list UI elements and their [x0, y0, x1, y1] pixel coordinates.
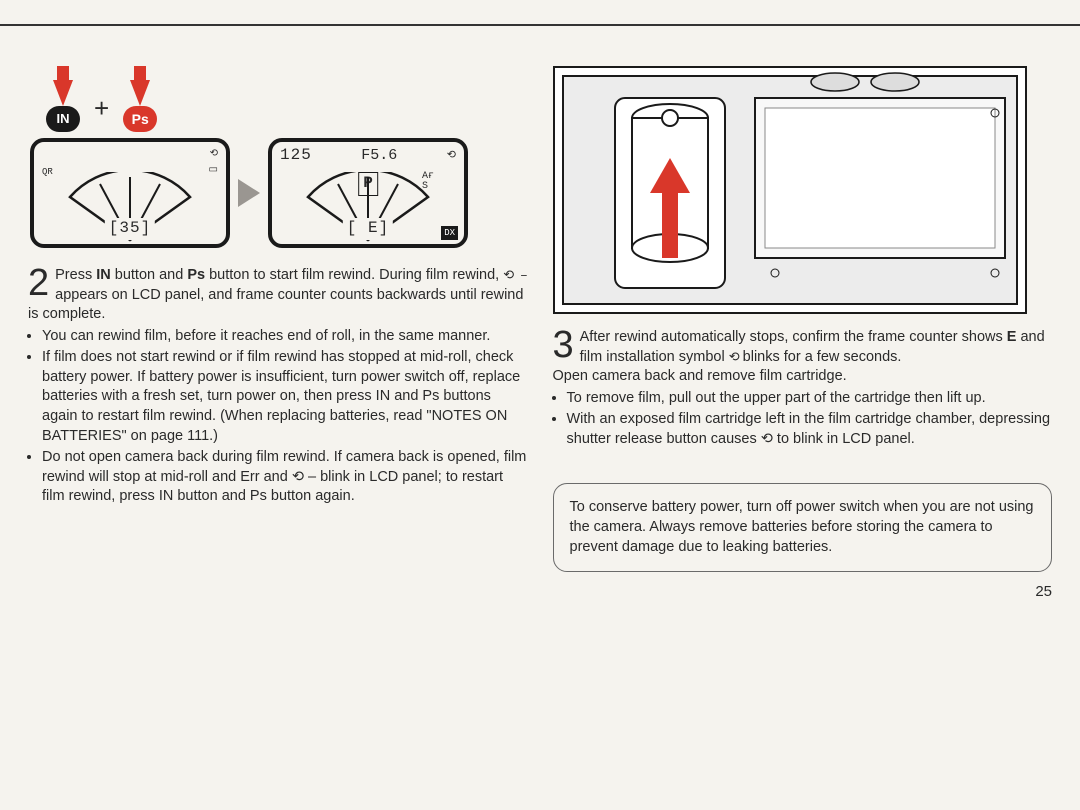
- list-item: With an exposed film cartridge left in t…: [567, 410, 1053, 449]
- right-column: 3 After rewind automatically stops, conf…: [553, 66, 1053, 602]
- in-button-icon: IN: [46, 106, 80, 132]
- lcd-panel-after: 125 F5.6 ⟲ P AғS DX [ E]: [268, 138, 468, 248]
- step3-bullets: To remove film, pull out the upper part …: [553, 389, 1053, 450]
- dx-indicator: DX: [441, 226, 458, 240]
- ps-button-icon: Ps: [123, 106, 157, 132]
- transition-arrow-icon: [238, 179, 260, 207]
- rewind-icon: ⟲: [210, 148, 218, 162]
- lcd-transition-diagram: ⟲ ▭ QR [35] 125 F5.6 ⟲: [30, 138, 528, 248]
- step2-text: 2 Press IN button and Ps button to start…: [28, 266, 528, 325]
- in-button-diagram: IN: [46, 66, 80, 132]
- ps-button-diagram: Ps: [123, 66, 157, 132]
- button-combo-diagram: IN + Ps: [46, 66, 528, 132]
- aperture-value: F5.6: [361, 146, 397, 166]
- battery-note-box: To conserve battery power, turn off powe…: [553, 483, 1053, 572]
- qr-label: QR: [42, 166, 53, 178]
- left-column: IN + Ps ⟲ ▭ QR: [28, 66, 528, 602]
- step2-bullets: You can rewind film, before it reaches e…: [28, 327, 528, 507]
- arrow-down-icon: [53, 80, 73, 106]
- camera-back-svg: [555, 68, 1025, 312]
- list-item: If film does not start rewind or if film…: [42, 348, 528, 446]
- frame-counter: [35]: [105, 218, 155, 240]
- step3-line2: Open camera back and remove film cartrid…: [553, 367, 1053, 387]
- battery-icon: ▭: [209, 164, 218, 178]
- list-item: You can rewind film, before it reaches e…: [42, 327, 528, 347]
- frame-counter: [ E]: [343, 218, 393, 240]
- step-number: 3: [553, 328, 574, 362]
- step3-text: 3 After rewind automatically stops, conf…: [553, 328, 1053, 367]
- list-item: To remove film, pull out the upper part …: [567, 389, 1053, 409]
- arrow-down-icon: [130, 80, 150, 106]
- rewind-icon: ⟲: [447, 149, 456, 164]
- page-number: 25: [553, 582, 1053, 602]
- lcd-panel-before: ⟲ ▭ QR [35]: [30, 138, 230, 248]
- plus-icon: +: [94, 91, 109, 126]
- shutter-speed: 125: [280, 145, 312, 167]
- step-number: 2: [28, 266, 49, 300]
- camera-illustration: [553, 66, 1027, 314]
- list-item: Do not open camera back during film rewi…: [42, 448, 528, 507]
